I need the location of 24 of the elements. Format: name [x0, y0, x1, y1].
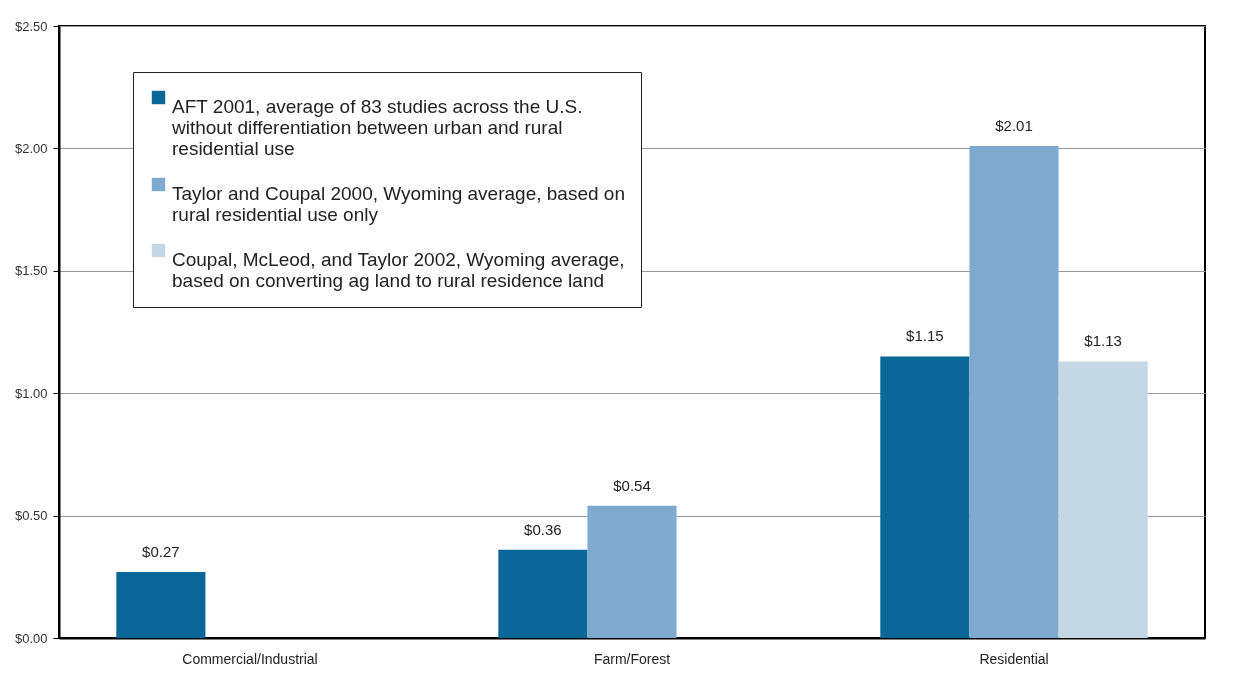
data-label: $1.13	[1084, 332, 1122, 350]
bar	[969, 145, 1059, 638]
x-tick-label: Residential	[979, 650, 1049, 667]
data-label: $2.01	[995, 116, 1033, 134]
y-tick-label: $1.50	[14, 263, 48, 279]
bar	[587, 505, 677, 638]
legend-label: AFT 2001, average of 83 studies across the U.S. without differentiation between urban and rural residential use	[171, 95, 583, 159]
bar	[880, 356, 970, 638]
y-tick-label: $0.50	[14, 508, 48, 524]
bar	[1058, 361, 1148, 638]
legend-label: Coupal, McLeod, and Taylor 2002, Wyoming average, based on converting ag land to rural residence land	[172, 248, 625, 291]
data-label: $0.54	[613, 476, 651, 494]
data-label: $1.15	[906, 327, 944, 345]
y-tick-label: $2.00	[14, 140, 48, 156]
legend-label: Taylor and Coupal 2000, Wyoming average, based on rural residential use only	[172, 182, 625, 225]
y-tick-label: $1.00	[14, 385, 48, 401]
y-tick-label: $2.50	[14, 18, 48, 34]
data-label: $0.36	[524, 520, 562, 538]
x-tick-label: Commercial/Industrial	[182, 650, 318, 667]
bar	[498, 549, 588, 638]
y-tick-label: $0.00	[14, 630, 48, 646]
bar	[116, 571, 206, 638]
x-tick-label: Farm/Forest	[593, 650, 671, 667]
data-label: $0.27	[142, 542, 180, 560]
